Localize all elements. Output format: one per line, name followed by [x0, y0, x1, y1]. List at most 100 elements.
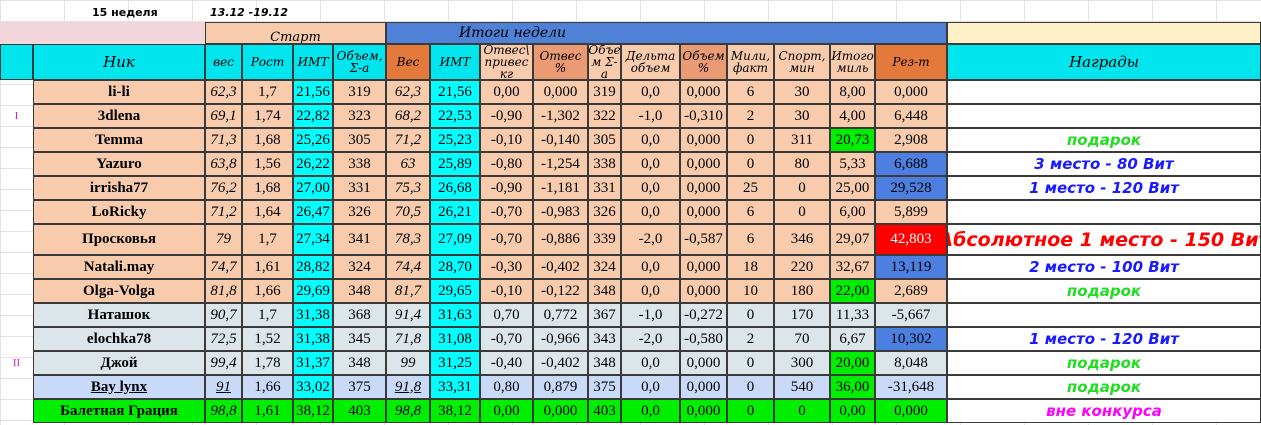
- cell-volume-pct: 0,000: [680, 255, 727, 279]
- nick-cell: Балетная Грация: [33, 399, 205, 423]
- award-cell: [947, 80, 1261, 104]
- cell-weight-pct: -1,254: [533, 152, 588, 176]
- cell-result: 6,688: [875, 152, 947, 176]
- cell-weight-pct: 0,772: [533, 303, 588, 327]
- header-sport-min: Спорт, мин: [774, 44, 830, 80]
- header-weight-pct: Отвес %: [533, 44, 588, 80]
- cell-volume-delta: -1,0: [621, 303, 680, 327]
- group-marker: II: [12, 357, 21, 369]
- cell-sport-min: 346: [774, 224, 830, 255]
- cell-total-miles: 20,73: [830, 128, 875, 152]
- cell-weight: 91,8: [386, 375, 430, 399]
- cell-start-weight: 98,8: [205, 399, 242, 423]
- cell-volume: 375: [588, 375, 621, 399]
- cell-volume: 348: [588, 279, 621, 303]
- cell-start-volume: 348: [333, 351, 386, 375]
- cell-result: 10,302: [875, 327, 947, 351]
- cell-result: -5,667: [875, 303, 947, 327]
- header-bmi: ИМТ: [430, 44, 480, 80]
- cell-volume-delta: 0,0: [621, 255, 680, 279]
- cell-volume: 322: [588, 104, 621, 128]
- cell-sport-min: 30: [774, 80, 830, 104]
- cell-height: 1,52: [242, 327, 293, 351]
- cell-result: 29,528: [875, 176, 947, 200]
- cell-start-weight: 62,3: [205, 80, 242, 104]
- cell-total-miles: 11,33: [830, 303, 875, 327]
- cell-bmi: 26,21: [430, 200, 480, 224]
- cell-start-bmi: 38,12: [293, 399, 333, 423]
- cell-start-weight: 79: [205, 224, 242, 255]
- cell-start-volume: 326: [333, 200, 386, 224]
- header-miles-fact: Мили, факт: [727, 44, 774, 80]
- cell-miles-fact: 10: [727, 279, 774, 303]
- cell-weight: 70,5: [386, 200, 430, 224]
- cell-bmi: 21,56: [430, 80, 480, 104]
- cell-sport-min: 540: [774, 375, 830, 399]
- cell-volume-delta: 0,0: [621, 351, 680, 375]
- cell-miles-fact: 0: [727, 128, 774, 152]
- award-cell: 2 место - 100 Вит: [947, 255, 1261, 279]
- cell-weight-pct: -0,983: [533, 200, 588, 224]
- cell-bmi: 27,09: [430, 224, 480, 255]
- cell-miles-fact: 0: [727, 303, 774, 327]
- cell-volume-pct: -0,310: [680, 104, 727, 128]
- cell-weight-delta: -0,30: [480, 255, 533, 279]
- cell-height: 1,64: [242, 200, 293, 224]
- cell-volume-delta: 0,0: [621, 279, 680, 303]
- cell-height: 1,7: [242, 303, 293, 327]
- cell-volume: 319: [588, 80, 621, 104]
- award-cell: 3 место - 80 Вит: [947, 152, 1261, 176]
- cell-total-miles: 6,67: [830, 327, 875, 351]
- cell-volume-pct: 0,000: [680, 399, 727, 423]
- cell-weight: 78,3: [386, 224, 430, 255]
- cell-volume-pct: 0,000: [680, 200, 727, 224]
- cell-volume: 305: [588, 128, 621, 152]
- cell-start-weight: 99,4: [205, 351, 242, 375]
- cell-start-bmi: 31,37: [293, 351, 333, 375]
- cell-sport-min: 0: [774, 200, 830, 224]
- cell-sport-min: 0: [774, 176, 830, 200]
- cell-height: 1,61: [242, 255, 293, 279]
- cell-weight: 98,8: [386, 399, 430, 423]
- cell-weight-delta: -0,70: [480, 224, 533, 255]
- cell-bmi: 25,23: [430, 128, 480, 152]
- cell-sport-min: 170: [774, 303, 830, 327]
- cell-start-bmi: 27,34: [293, 224, 333, 255]
- cell-sport-min: 30: [774, 104, 830, 128]
- date-range: 13.12 -19.12: [210, 5, 288, 19]
- cell-weight: 99: [386, 351, 430, 375]
- nick-cell: Наташок: [33, 303, 205, 327]
- cell-weight-delta: 0,70: [480, 303, 533, 327]
- cell-result: 5,899: [875, 200, 947, 224]
- cell-start-bmi: 21,56: [293, 80, 333, 104]
- cell-start-volume: 338: [333, 152, 386, 176]
- cell-weight-delta: 0,00: [480, 80, 533, 104]
- cell-bmi: 38,12: [430, 399, 480, 423]
- nick-cell: Yazuro: [33, 152, 205, 176]
- cell-weight: 81,7: [386, 279, 430, 303]
- cell-total-miles: 5,33: [830, 152, 875, 176]
- cell-result: 0,000: [875, 399, 947, 423]
- header-result: Рез-т: [875, 44, 947, 80]
- cell-volume-pct: 0,000: [680, 176, 727, 200]
- start-group-header: Старт: [205, 22, 386, 44]
- cell-start-volume: 403: [333, 399, 386, 423]
- cell-bmi: 31,25: [430, 351, 480, 375]
- cell-volume-delta: 0,0: [621, 152, 680, 176]
- cell-result: 42,803: [875, 224, 947, 255]
- cell-result: 6,448: [875, 104, 947, 128]
- cell-weight-pct: -0,402: [533, 255, 588, 279]
- cell-result: 2,689: [875, 279, 947, 303]
- cell-weight-pct: 0,879: [533, 375, 588, 399]
- cell-weight: 71,2: [386, 128, 430, 152]
- cell-weight: 63: [386, 152, 430, 176]
- cell-total-miles: 29,07: [830, 224, 875, 255]
- cell-start-weight: 71,2: [205, 200, 242, 224]
- award-cell: Абсолютное 1 место - 150 Вит: [947, 224, 1261, 255]
- nick-cell: Джой: [33, 351, 205, 375]
- award-cell: подарок: [947, 128, 1261, 152]
- cell-weight-delta: -0,70: [480, 327, 533, 351]
- nick-cell: LoRicky: [33, 200, 205, 224]
- cell-height: 1,66: [242, 279, 293, 303]
